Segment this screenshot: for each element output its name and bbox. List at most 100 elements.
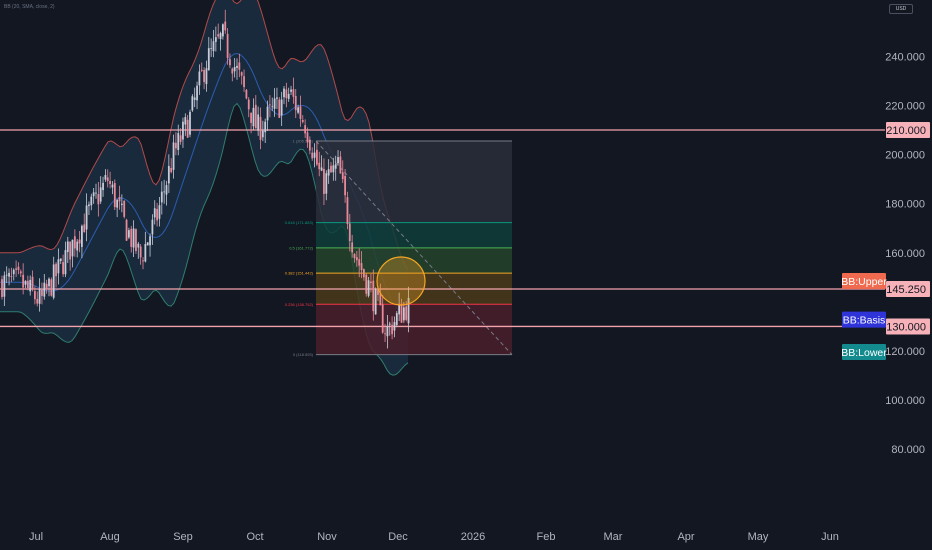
candle-body	[276, 97, 278, 99]
price-tag	[886, 122, 930, 138]
fibonacci-retracement[interactable]: 1 (205.514) 0.618 (171.883) 0.5 (161.772) 0…	[285, 139, 513, 358]
x-tick-label: Aug	[100, 531, 120, 543]
candle-body	[271, 106, 274, 108]
candle-body	[151, 219, 154, 235]
candle-body	[158, 205, 161, 219]
candle-body	[313, 152, 316, 158]
candle-body	[163, 191, 166, 193]
candle-body	[287, 93, 290, 99]
candle-body	[355, 257, 358, 261]
bollinger-band-layer	[0, 0, 409, 376]
currency-badge[interactable]: USD	[889, 4, 913, 14]
candle-body	[391, 324, 393, 335]
highlight-circle[interactable]	[376, 256, 426, 306]
candle-body	[1, 279, 3, 297]
candle-body	[320, 167, 323, 171]
y-tick-label: 240.000	[885, 51, 925, 63]
candle-body	[229, 59, 231, 66]
time-axis[interactable]: Jul Aug Sep Oct Nov Dec 2026 Feb Mar Apr May Jun	[29, 531, 839, 543]
candle-body	[193, 97, 196, 100]
candle-body	[269, 104, 271, 106]
candle-body	[172, 142, 175, 170]
candle-body	[99, 187, 102, 202]
candle-body	[358, 259, 361, 266]
candle-body	[370, 281, 372, 284]
candle-body	[252, 107, 255, 127]
candle-body	[236, 65, 238, 68]
candle-body	[41, 288, 43, 296]
candle-body	[231, 68, 234, 74]
candle-body	[351, 242, 354, 253]
candle-body	[36, 298, 39, 304]
candle-body	[363, 269, 365, 278]
x-tick-label: Sep	[173, 531, 193, 543]
candle-body	[175, 142, 177, 149]
candle-body	[348, 223, 351, 242]
candle-body	[198, 71, 201, 86]
candle-body	[132, 228, 135, 248]
candle-body	[109, 180, 111, 184]
fib-trend-line[interactable]	[315, 140, 513, 356]
candle-body	[254, 104, 257, 129]
candle-body	[167, 166, 170, 184]
candle-body	[283, 88, 285, 98]
candle-body	[200, 69, 203, 71]
candle-body	[64, 250, 67, 275]
candle-body	[297, 107, 299, 113]
candle-body	[247, 99, 250, 110]
candle-body	[88, 204, 90, 207]
x-tick-label: Jun	[821, 531, 839, 543]
y-tick-label: 180.000	[885, 199, 925, 211]
candle-body	[332, 165, 335, 173]
candle-body	[130, 228, 133, 247]
candlesticks	[1, 9, 410, 349]
candle-body	[55, 263, 57, 277]
candle-body	[402, 307, 405, 321]
candle-body	[182, 121, 184, 140]
candle-body	[207, 48, 210, 71]
candle-body	[43, 282, 46, 297]
candle-body	[160, 191, 163, 203]
candle-body	[360, 263, 363, 271]
candle-body	[323, 168, 325, 195]
candle-body	[12, 269, 15, 275]
candle-body	[259, 116, 262, 140]
candle-body	[334, 164, 337, 169]
candle-body	[184, 117, 187, 125]
candle-body	[238, 62, 241, 70]
candle-body	[245, 89, 248, 99]
y-tick-label: 120.000	[885, 346, 925, 358]
candle-body	[3, 275, 6, 297]
candle-body	[116, 199, 119, 208]
candle-body	[214, 37, 217, 42]
candle-body	[224, 21, 227, 31]
upper-band-line	[0, 0, 409, 271]
candle-body	[384, 333, 386, 335]
candle-body	[170, 167, 173, 173]
candle-body	[137, 243, 140, 248]
candle-body	[250, 112, 252, 123]
candle-body	[24, 280, 27, 285]
candle-body	[273, 98, 276, 109]
candle-body	[243, 76, 245, 88]
candle-body	[106, 177, 109, 182]
x-tick-label: Jul	[29, 531, 43, 543]
candle-body	[304, 125, 307, 134]
candle-body	[29, 279, 32, 292]
candle-body	[8, 272, 10, 277]
annotations[interactable]	[376, 256, 426, 306]
indicator-legend[interactable]: BB (20, SMA, close, 2)	[4, 4, 55, 10]
candle-body	[186, 119, 189, 138]
candle-body	[111, 184, 114, 188]
candle-body	[377, 289, 379, 295]
horizontal-lines[interactable]	[0, 129, 885, 328]
candle-body	[5, 274, 8, 276]
y-tick-label: 200.000	[885, 150, 925, 162]
price-tag	[886, 318, 930, 335]
candle-body	[233, 67, 236, 72]
price-axis[interactable]: 240.000 220.000 200.000 180.000 160.000 120.0…	[885, 51, 925, 456]
fib-zone	[316, 304, 512, 355]
candle-body	[144, 244, 147, 262]
band-tag-label: BB:Basis	[843, 315, 886, 327]
